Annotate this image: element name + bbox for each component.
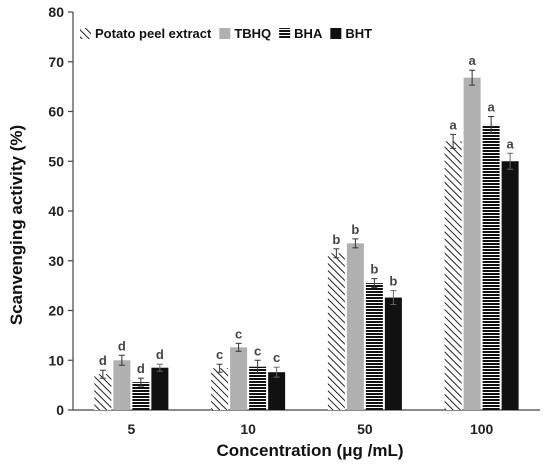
y-tick-label: 30 — [48, 253, 64, 269]
y-axis-title: Scanvenging activity (%) — [7, 125, 26, 325]
bar — [249, 366, 267, 410]
bar — [384, 297, 402, 410]
bar — [327, 253, 345, 410]
bar — [501, 161, 519, 410]
bar — [132, 382, 150, 410]
x-axis-title: Concentration (μg /mL) — [217, 441, 404, 460]
legend-swatch — [330, 28, 342, 39]
significance-label: c — [216, 347, 223, 362]
legend-swatch — [279, 28, 291, 39]
y-tick-label: 80 — [48, 4, 64, 20]
y-axis: 0 10 20 30 40 50 60 70 80 — [48, 4, 74, 418]
significance-label: a — [450, 117, 458, 132]
significance-label: d — [137, 361, 145, 376]
x-tick-label: 5 — [127, 421, 135, 437]
significance-label: d — [99, 353, 107, 368]
bar — [151, 367, 169, 410]
x-tick-label: 10 — [240, 421, 256, 437]
legend-label: BHT — [345, 26, 372, 41]
y-tick-label: 50 — [48, 153, 64, 169]
significance-label: b — [351, 222, 359, 237]
bar — [268, 372, 286, 410]
y-tick-label: 40 — [48, 203, 64, 219]
x-tick-label: 50 — [357, 421, 373, 437]
bar — [94, 374, 112, 410]
significance-label: a — [507, 136, 515, 151]
significance-label: c — [273, 350, 280, 365]
legend-swatch — [80, 28, 91, 39]
significance-label: b — [332, 232, 340, 247]
y-tick-label: 10 — [48, 352, 64, 368]
significance-label: a — [469, 53, 477, 68]
legend-label: Potato peel extract — [95, 26, 212, 41]
legend-label: TBHQ — [234, 26, 271, 41]
bar — [482, 124, 500, 411]
y-tick-label: 70 — [48, 54, 64, 70]
significance-label: c — [235, 326, 242, 341]
bar — [211, 368, 229, 410]
bar — [346, 243, 364, 410]
legend-label: BHA — [294, 26, 323, 41]
significance-label: d — [118, 338, 126, 353]
y-tick-label: 60 — [48, 104, 64, 120]
x-tick-label: 100 — [470, 421, 494, 437]
bar — [463, 77, 481, 411]
significance-label: a — [488, 99, 496, 114]
legend-swatch — [219, 28, 231, 39]
bar — [444, 141, 462, 410]
y-tick-label: 0 — [56, 402, 64, 418]
significance-label: c — [254, 343, 261, 358]
y-tick-label: 20 — [48, 303, 64, 319]
legend: Potato peel extract TBHQ BHA BHT — [80, 26, 372, 41]
bar — [113, 360, 131, 410]
bar — [365, 283, 383, 410]
significance-label: d — [156, 347, 164, 362]
significance-label: b — [370, 262, 378, 277]
significance-label: b — [389, 274, 397, 289]
x-axis: 5 10 50 100 — [73, 409, 540, 437]
bar — [230, 347, 248, 410]
